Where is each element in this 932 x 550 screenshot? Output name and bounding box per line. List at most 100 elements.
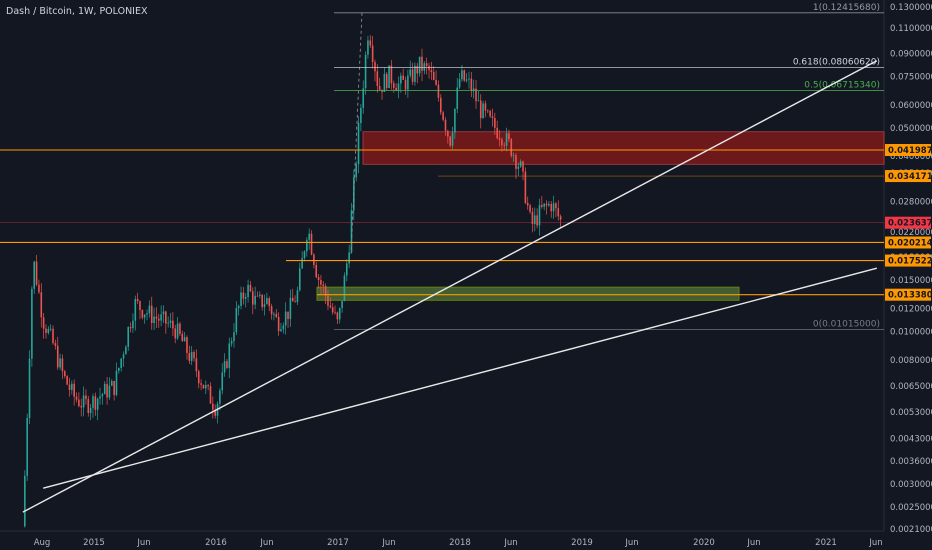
level-badge-2-text: 0.02021404 <box>888 238 932 248</box>
candle-body <box>197 371 200 384</box>
candle-body <box>78 399 80 407</box>
candle-body <box>355 164 357 178</box>
candle-body <box>237 305 240 309</box>
candle-body <box>209 386 212 404</box>
candle-body <box>543 203 545 207</box>
candle-body <box>75 396 78 400</box>
candle-body <box>425 63 428 66</box>
candle-body <box>296 290 299 302</box>
chart-title: Dash / Bitcoin, 1W, POLONIEX <box>6 6 148 17</box>
fib-label-2: 0.5(0.06715340) <box>804 81 880 91</box>
candle-body <box>280 329 282 332</box>
candle-body <box>247 284 249 298</box>
candle-body <box>118 367 120 371</box>
candle-body <box>350 210 353 253</box>
candle-body <box>134 298 137 321</box>
candle-body <box>461 70 463 80</box>
candle-body <box>82 395 85 408</box>
candle-body <box>411 69 414 82</box>
candle-body <box>101 394 104 397</box>
candle-body <box>313 254 315 265</box>
candle-body <box>132 320 134 329</box>
candle-body <box>421 56 423 71</box>
candle-body <box>136 298 139 302</box>
candle-body <box>52 328 54 344</box>
candle-body <box>153 316 155 324</box>
candle-body <box>397 83 400 91</box>
candle-body <box>545 203 548 206</box>
candle-body <box>348 252 350 264</box>
candle-body <box>242 292 245 299</box>
y-tick-label-19: 0.00300000 <box>890 480 932 490</box>
candle-body <box>308 233 310 240</box>
candle-body <box>235 308 238 333</box>
candle-body <box>298 268 301 291</box>
candle-body <box>277 317 280 332</box>
x-tick-label-12: Jun <box>746 538 760 548</box>
candle-body <box>477 100 480 102</box>
candle-body <box>195 358 198 372</box>
candle-body <box>129 327 132 329</box>
candle-body <box>430 70 433 73</box>
candle-body <box>510 139 513 156</box>
candle-body <box>482 103 484 119</box>
candle-body <box>85 395 87 400</box>
candle-body <box>33 261 36 289</box>
candle-body <box>484 103 487 111</box>
candle-body <box>512 155 515 157</box>
candle-body <box>404 79 407 90</box>
candle-body <box>400 75 402 84</box>
candle-body <box>338 308 341 320</box>
candle-body <box>505 133 508 146</box>
candle-body <box>165 311 167 324</box>
candle-body <box>204 385 207 389</box>
level-badge-2-bg <box>885 236 931 249</box>
candle-body <box>49 328 52 330</box>
candle-body <box>92 396 94 408</box>
candle-body <box>385 73 388 88</box>
y-tick-label-5: 0.05000000 <box>890 124 932 134</box>
candle-body <box>407 75 409 90</box>
candle-body <box>176 323 179 339</box>
y-tick-label-6: 0.04000000 <box>890 152 932 162</box>
candle-body <box>150 305 153 324</box>
candle-body <box>334 312 336 314</box>
candle-body <box>362 88 365 108</box>
candle-body <box>261 294 263 307</box>
candle-body <box>423 63 426 71</box>
candle-body <box>73 383 75 397</box>
candle-body <box>456 87 459 109</box>
y-tick-label-21: 0.00210000 <box>890 525 932 535</box>
level-badge-4-text: 0.01338000 <box>888 291 932 301</box>
candle-body <box>392 83 395 88</box>
fib-label-3: 0(0.01015000) <box>813 320 880 330</box>
y-tick-label-1: 0.11000000 <box>890 24 932 34</box>
candle-body <box>35 261 38 285</box>
y-tick-label-20: 0.00250000 <box>890 503 932 513</box>
candle-body <box>367 40 369 55</box>
y-tick-label-12: 0.01200000 <box>890 304 932 314</box>
candle-body <box>96 398 99 410</box>
candle-body <box>99 396 101 399</box>
candle-body <box>167 322 169 324</box>
candle-body <box>251 291 254 305</box>
candle-body <box>179 323 181 334</box>
candle-body <box>169 320 172 323</box>
current-price-badge-bg <box>885 216 931 229</box>
candle-body <box>531 211 534 225</box>
candle-body <box>226 361 228 368</box>
candle-body <box>515 155 517 169</box>
candle-body <box>228 343 231 368</box>
candle-body <box>383 73 386 92</box>
candle-body <box>494 118 496 128</box>
candle-body <box>110 381 113 386</box>
candle-body <box>538 205 541 226</box>
candle-body <box>259 294 261 296</box>
trendline-steep <box>22 60 878 513</box>
level-badge-0-bg <box>885 143 931 156</box>
candle-body <box>526 202 529 206</box>
candle-body <box>508 133 510 140</box>
candle-body <box>125 346 127 355</box>
candle-body <box>536 215 538 226</box>
